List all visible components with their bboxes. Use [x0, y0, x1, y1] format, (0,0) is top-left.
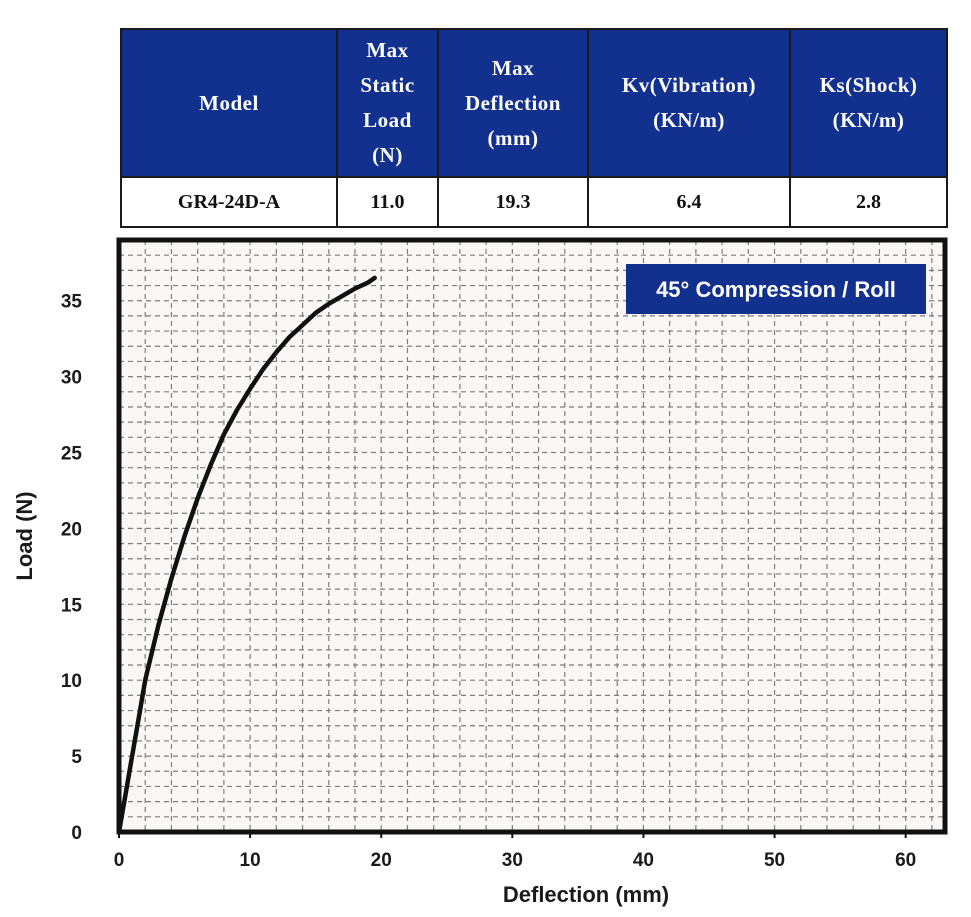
y-axis-title: Load (N): [12, 491, 37, 580]
legend-entry: 45° Compression / Roll: [656, 277, 896, 302]
table-header-line: Max: [491, 55, 535, 80]
table-cell: GR4-24D-A: [120, 176, 338, 228]
spec-table: Model Max Static Load (N) Max Deflection (mm) Kv…: [120, 28, 948, 228]
table-header-line: Static: [360, 73, 415, 97]
y-tick-label: 0: [71, 823, 82, 844]
x-tick-label: 50: [764, 850, 785, 871]
table-header-line: Ks(Shock): [819, 73, 918, 97]
x-tick-label: 20: [371, 850, 392, 871]
table-cell: 2.8: [789, 176, 948, 228]
table-header-line: Kv(Vibration): [621, 73, 757, 97]
table-header-0: Model: [120, 28, 338, 178]
plot-area: [119, 240, 945, 832]
table-row: GR4-24D-A 11.0 19.3 6.4 2.8: [120, 176, 948, 228]
table-header-line: (KN/m): [832, 108, 905, 132]
x-tick-label: 40: [633, 850, 654, 871]
table-cell: 6.4: [587, 176, 791, 228]
table-header-line: Model: [199, 90, 259, 115]
x-tick-label: 0: [114, 850, 125, 871]
x-tick-label: 60: [895, 850, 916, 871]
y-tick-label: 10: [61, 671, 82, 692]
y-tick-label: 25: [61, 444, 83, 465]
y-tick-label: 30: [61, 368, 82, 389]
y-tick-label: 5: [71, 747, 82, 768]
legend-box: [626, 264, 926, 314]
y-tick-label: 20: [61, 519, 82, 540]
table-header-line: Deflection: [465, 90, 561, 115]
table-cell: 19.3: [437, 176, 589, 228]
y-tick-label: 15: [61, 595, 83, 616]
y-tick-label: 35: [61, 292, 83, 313]
x-tick-label: 10: [240, 850, 261, 871]
table-header-row: Model Max Static Load (N) Max Deflection (mm) Kv…: [120, 28, 948, 178]
table-cell: 11.0: [336, 176, 439, 228]
table-header-4: Ks(Shock) (KN/m): [789, 28, 948, 178]
table-header-1: Max Static Load (N): [336, 28, 439, 178]
table-header-line: (N): [372, 143, 403, 167]
table-header-line: Max: [366, 38, 409, 62]
table-header-2: Max Deflection (mm): [437, 28, 589, 178]
plot-frame: [116, 237, 948, 835]
series-line: [116, 275, 377, 835]
table-header-line: Load: [363, 108, 412, 132]
table-header-line: (mm): [487, 125, 539, 150]
table-header-3: Kv(Vibration) (KN/m): [587, 28, 791, 178]
x-axis-title: Deflection (mm): [503, 882, 669, 907]
x-tick-label: 30: [502, 850, 523, 871]
table-header-line: (KN/m): [653, 108, 725, 132]
